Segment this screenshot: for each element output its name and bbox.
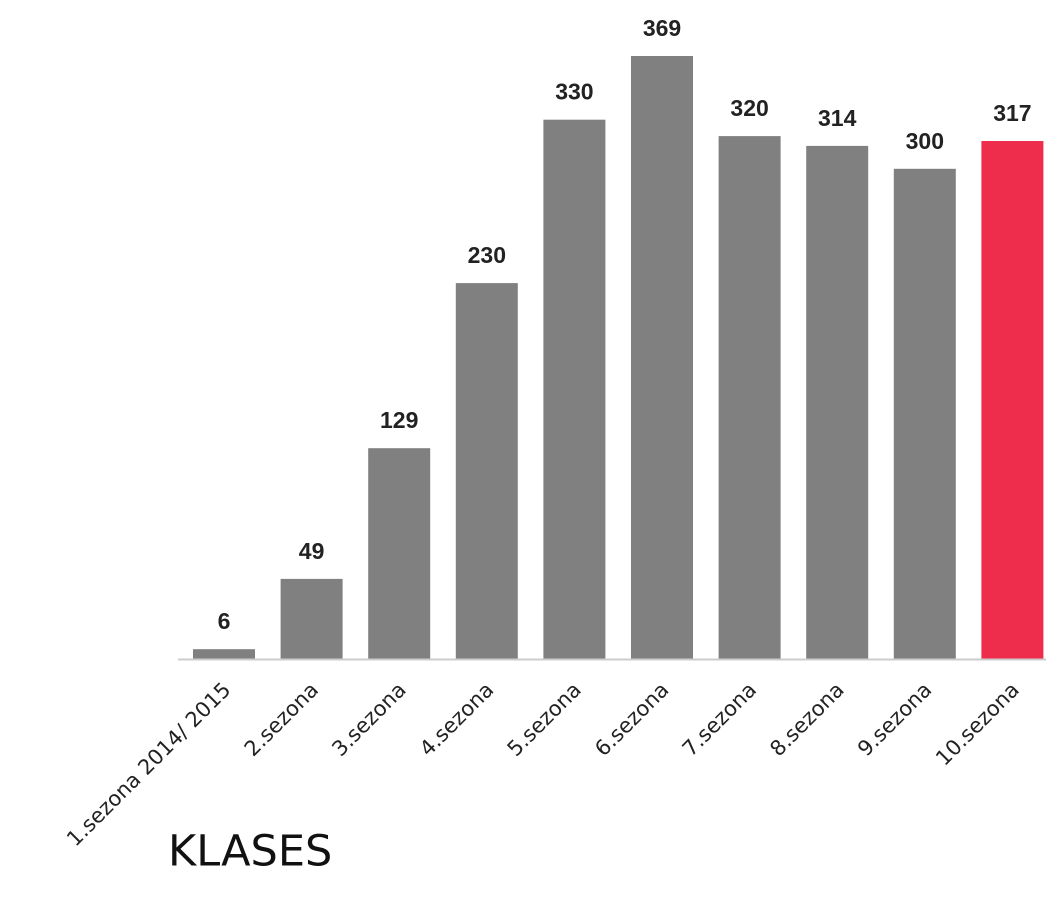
bar-2-sezona xyxy=(280,578,343,659)
bar-7-sezona xyxy=(718,136,781,660)
bars-group xyxy=(193,56,1044,660)
value-label-3-sezona: 129 xyxy=(380,407,418,433)
x-tick-label-9-sezona: 9.sezona xyxy=(853,678,936,761)
value-label-9-sezona: 300 xyxy=(906,128,944,154)
x-tick-label-6-sezona: 6.sezona xyxy=(590,678,673,761)
x-tick-label-3-sezona: 3.sezona xyxy=(327,678,410,761)
x-tick-label-10-sezona: 10.sezona xyxy=(931,678,1024,771)
chart-title: KLASES xyxy=(168,826,333,877)
value-label-5-sezona: 330 xyxy=(555,79,593,105)
bar-5-sezona xyxy=(543,119,606,659)
bar-10-sezona xyxy=(981,141,1044,659)
value-label-7-sezona: 320 xyxy=(730,95,768,121)
bar-3-sezona xyxy=(368,448,431,659)
x-tick-label-2-sezona: 2.sezona xyxy=(240,678,323,761)
value-label-2-sezona: 49 xyxy=(299,538,325,564)
value-label-1-sezona-2014-2015: 6 xyxy=(218,608,231,634)
x-tick-label-8-sezona: 8.sezona xyxy=(765,678,848,761)
value-label-10-sezona: 317 xyxy=(993,100,1031,126)
bar-8-sezona xyxy=(806,145,869,659)
x-tick-label-5-sezona: 5.sezona xyxy=(503,678,586,761)
value-label-8-sezona: 314 xyxy=(818,105,857,131)
bar-4-sezona xyxy=(455,283,518,659)
x-tick-label-7-sezona: 7.sezona xyxy=(678,678,761,761)
bar-6-sezona xyxy=(631,56,693,659)
bar-1-sezona-2014-2015 xyxy=(193,649,255,659)
x-tick-label-4-sezona: 4.sezona xyxy=(415,678,498,761)
value-label-4-sezona: 230 xyxy=(468,242,506,268)
value-labels-group: 6 49 129 230 330 369 320 314 300 317 xyxy=(218,15,1032,634)
x-tick-labels-group: 1.sezona 2014/ 2015 2.sezona 3.sezona 4.sez… xyxy=(62,678,1024,851)
x-tick-label-1-sezona-2014-2015: 1.sezona 2014/ 2015 xyxy=(62,678,235,851)
value-label-6-sezona: 369 xyxy=(643,15,681,41)
bar-9-sezona xyxy=(893,168,956,660)
